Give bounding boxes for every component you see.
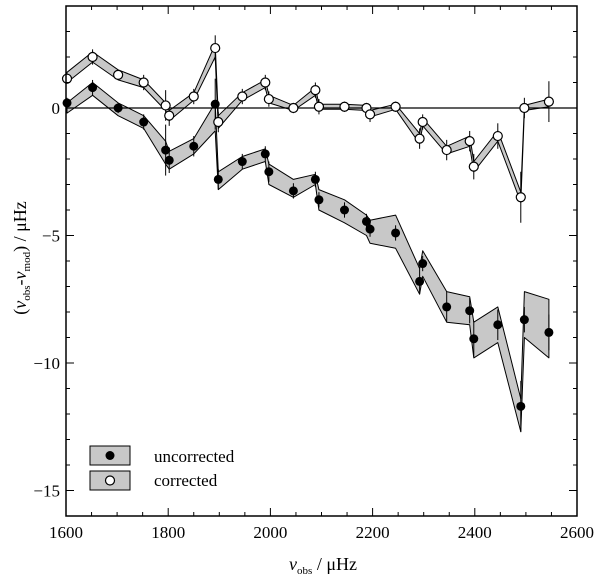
data-point-uncorrected bbox=[415, 276, 425, 286]
data-point-uncorrected bbox=[164, 155, 174, 165]
data-point-uncorrected bbox=[113, 103, 123, 113]
data-point-corrected bbox=[210, 42, 221, 54]
y-tick-label: 0 bbox=[52, 99, 61, 118]
x-tick-label: 1800 bbox=[151, 523, 185, 542]
x-tick-label: 2600 bbox=[560, 523, 594, 542]
data-point-uncorrected bbox=[62, 98, 72, 108]
legend-label-corrected: corrected bbox=[154, 471, 218, 490]
data-points bbox=[61, 42, 554, 411]
x-tick-label: 2400 bbox=[458, 523, 492, 542]
data-point-corrected bbox=[164, 110, 175, 121]
data-point-corrected bbox=[138, 77, 149, 88]
data-point-corrected bbox=[188, 91, 199, 102]
data-point-uncorrected bbox=[516, 401, 526, 411]
x-axis-label-var: ν bbox=[289, 554, 297, 574]
data-point-corrected bbox=[519, 102, 530, 114]
data-point-uncorrected bbox=[442, 302, 452, 312]
data-point-corrected bbox=[464, 136, 475, 147]
data-point-corrected bbox=[417, 116, 428, 128]
data-point-corrected bbox=[313, 101, 325, 112]
data-point-uncorrected bbox=[264, 167, 274, 177]
x-axis-label-sub: obs bbox=[297, 565, 312, 577]
data-point-corrected bbox=[288, 102, 299, 114]
band-uncorrected bbox=[66, 82, 550, 433]
data-point-uncorrected bbox=[314, 195, 324, 205]
x-axis-label-unit: / μHz bbox=[312, 554, 357, 574]
data-point-uncorrected bbox=[139, 117, 149, 127]
data-point-corrected bbox=[390, 101, 401, 112]
legend-marker-uncorrected bbox=[105, 451, 115, 460]
data-point-corrected bbox=[260, 77, 271, 88]
data-point-corrected bbox=[543, 96, 554, 107]
x-axis-label: νobs / μHz bbox=[289, 554, 357, 577]
uncertainty-bands bbox=[66, 43, 550, 433]
data-point-uncorrected bbox=[288, 186, 298, 196]
y-axis-label-unit: / μHz bbox=[10, 201, 30, 246]
data-point-uncorrected bbox=[361, 216, 371, 226]
data-point-corrected bbox=[515, 192, 526, 203]
y-tick-label: −15 bbox=[33, 482, 60, 501]
data-point-corrected bbox=[237, 91, 248, 102]
data-point-corrected bbox=[441, 144, 452, 156]
legend-label-uncorrected: uncorrected bbox=[154, 447, 235, 466]
y-axis-label-open: ( bbox=[10, 309, 31, 315]
data-point-uncorrected bbox=[391, 228, 401, 238]
data-point-corrected bbox=[113, 69, 124, 80]
x-tick-label: 2000 bbox=[253, 523, 287, 542]
y-axis-label-var2: ν bbox=[10, 271, 30, 279]
data-point-uncorrected bbox=[493, 320, 503, 330]
y-axis-label-close: ) bbox=[10, 246, 31, 252]
data-point-uncorrected bbox=[469, 334, 479, 344]
data-point-corrected bbox=[492, 130, 503, 142]
data-point-uncorrected bbox=[237, 157, 247, 167]
x-tick-label: 1600 bbox=[49, 523, 83, 542]
data-point-uncorrected bbox=[418, 259, 428, 269]
data-point-corrected bbox=[87, 51, 98, 63]
y-axis-label-dash: - bbox=[10, 279, 30, 285]
data-point-corrected bbox=[61, 73, 73, 84]
y-tick-label: −10 bbox=[33, 354, 60, 373]
legend-marker-corrected bbox=[104, 475, 116, 486]
data-point-uncorrected bbox=[260, 149, 270, 159]
data-point-corrected bbox=[310, 85, 321, 96]
data-point-uncorrected bbox=[213, 174, 223, 184]
y-axis-label-var1: ν bbox=[10, 301, 30, 309]
data-point-corrected bbox=[339, 101, 350, 112]
data-point-uncorrected bbox=[339, 205, 349, 215]
y-axis-ticks: 0 −5 −10 −15 bbox=[33, 5, 577, 517]
y-tick-label: −5 bbox=[42, 227, 60, 246]
data-point-uncorrected bbox=[365, 224, 375, 234]
data-point-uncorrected bbox=[88, 83, 98, 93]
y-axis-label-sub2: mod bbox=[21, 251, 33, 271]
data-point-uncorrected bbox=[519, 315, 529, 325]
data-point-uncorrected bbox=[189, 141, 199, 151]
data-point-uncorrected bbox=[161, 145, 171, 155]
data-point-corrected bbox=[213, 116, 224, 128]
data-point-corrected bbox=[468, 161, 479, 172]
data-point-uncorrected bbox=[310, 174, 320, 184]
x-tick-label: 2200 bbox=[356, 523, 390, 542]
x-axis-ticks: 1600 1800 2000 2200 2400 2600 bbox=[49, 6, 594, 542]
data-point-uncorrected bbox=[210, 99, 220, 109]
data-point-uncorrected bbox=[465, 306, 475, 316]
y-axis-label-sub1: obs bbox=[21, 285, 33, 300]
data-point-corrected bbox=[414, 133, 425, 144]
legend: uncorrected corrected bbox=[89, 445, 235, 491]
data-point-corrected bbox=[263, 93, 274, 105]
data-point-uncorrected bbox=[544, 327, 554, 337]
y-axis-label: (νobs-νmod) / μHz bbox=[10, 201, 33, 314]
data-point-corrected bbox=[160, 100, 171, 111]
data-point-corrected bbox=[364, 109, 376, 120]
